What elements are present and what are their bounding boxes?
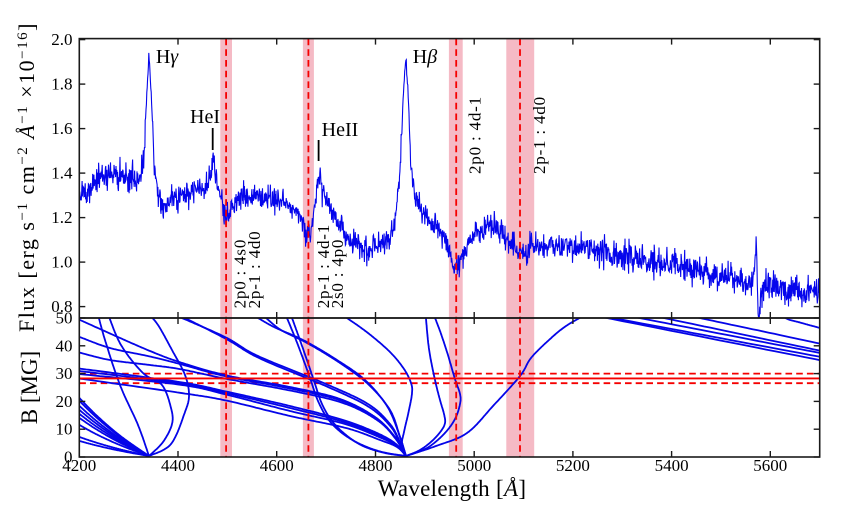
svg-text:10: 10	[56, 420, 73, 439]
svg-text:5400: 5400	[655, 456, 689, 475]
svg-text:4400: 4400	[161, 456, 195, 475]
svg-text:0: 0	[64, 448, 73, 467]
svg-text:5600: 5600	[753, 456, 787, 475]
svg-text:2p-1 : 4d0: 2p-1 : 4d0	[530, 96, 549, 174]
svg-text:40: 40	[56, 336, 73, 355]
svg-text:2p-1 : 4d-1: 2p-1 : 4d-1	[314, 224, 333, 308]
svg-text:Hβ: Hβ	[413, 46, 437, 68]
svg-text:HeII: HeII	[322, 119, 359, 141]
svg-text:50: 50	[56, 309, 73, 328]
svg-text:0.8: 0.8	[51, 297, 72, 316]
svg-text:1.2: 1.2	[51, 208, 72, 227]
svg-text:2s0 : 4p0: 2s0 : 4p0	[328, 239, 347, 309]
svg-text:4800: 4800	[359, 456, 393, 475]
svg-text:2p-1 : 4d0: 2p-1 : 4d0	[245, 231, 264, 309]
svg-text:B [MG]: B [MG]	[17, 351, 42, 424]
svg-text:Hγ: Hγ	[156, 46, 179, 68]
svg-text:5000: 5000	[457, 456, 491, 475]
svg-text:30: 30	[56, 364, 73, 383]
svg-text:4600: 4600	[260, 456, 294, 475]
svg-text:2p0 : 4d-1: 2p0 : 4d-1	[465, 96, 484, 174]
svg-text:5200: 5200	[556, 456, 590, 475]
svg-text:Wavelength [Å]: Wavelength [Å]	[378, 476, 527, 501]
svg-text:1.8: 1.8	[51, 75, 72, 94]
svg-text:1.4: 1.4	[51, 164, 73, 183]
svg-text:2p0 : 4s0: 2p0 : 4s0	[231, 239, 250, 309]
svg-text:4200: 4200	[62, 456, 96, 475]
svg-text:Flux [erg s−1 cm−2 Å−1 ×10−16]: Flux [erg s−1 cm−2 Å−1 ×10−16]	[14, 22, 39, 332]
svg-text:1.6: 1.6	[51, 119, 72, 138]
svg-text:20: 20	[56, 392, 73, 411]
svg-text:HeI: HeI	[190, 106, 220, 128]
svg-text:1.0: 1.0	[51, 253, 72, 272]
svg-text:2.0: 2.0	[51, 30, 72, 49]
